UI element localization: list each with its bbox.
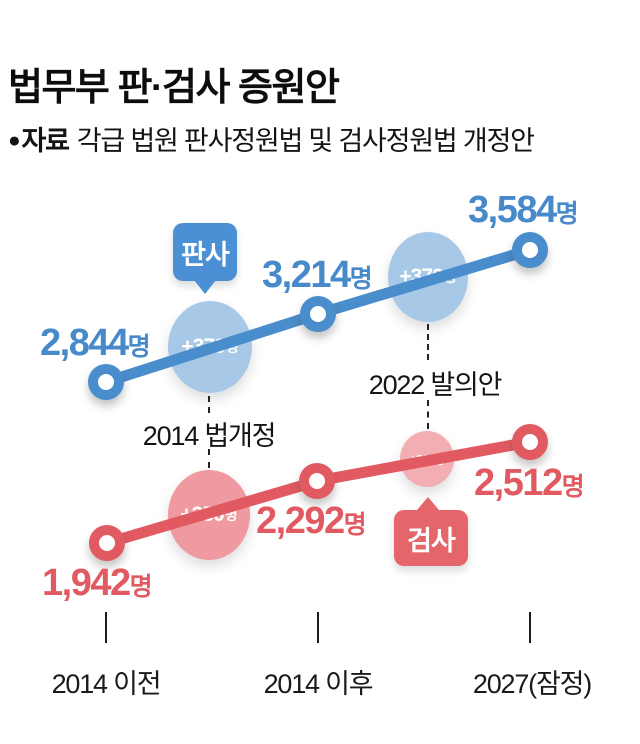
judge-point-2 — [300, 296, 336, 332]
axis-label-2027: 2027(잠정) — [472, 669, 592, 699]
source-label: 자료 — [21, 126, 69, 156]
judge-point-1 — [88, 364, 124, 400]
prosecutor-value-3-unit: 명 — [561, 473, 585, 501]
judge-value-1-unit: 명 — [127, 333, 151, 361]
axis-tick-1 — [105, 612, 107, 643]
judge-value-2-unit: 명 — [349, 265, 373, 293]
judge-value-3: 3,584 — [468, 189, 557, 231]
axis-label-before-2014: 2014 이전 — [51, 669, 162, 699]
prosecutor-value-label-3: 2,512명 — [474, 462, 585, 504]
prosecutor-point-3 — [512, 424, 548, 460]
prosecutor-value-label-2: 2,292명 — [256, 500, 367, 542]
dashed-connector-2b — [427, 400, 429, 429]
prosecutor-value-2: 2,292 — [256, 500, 345, 542]
annotation-2014: 2014 법개정 — [142, 421, 277, 451]
prosecutor-value-3: 2,512 — [474, 462, 563, 504]
prosecutor-value-1: 1,942 — [42, 562, 131, 604]
source-note: ●자료 각급 법원 판사정원법 및 검사정원법 개정안 — [8, 119, 535, 158]
prosecutor-point-2 — [299, 463, 335, 499]
page-title: 법무부 판·검사 증원안 — [8, 67, 340, 109]
source-bullet-icon: ● — [8, 129, 21, 152]
axis-tick-2 — [317, 612, 319, 643]
judge-value-label-3: 3,584명 — [468, 189, 579, 231]
prosecutor-value-1-unit: 명 — [129, 573, 153, 601]
judge-series-tag: 판사 — [173, 223, 237, 281]
prosecutor-point-1 — [89, 525, 125, 561]
judge-value-1: 2,844 — [40, 322, 129, 364]
judge-point-3 — [512, 232, 548, 268]
dashed-connector-1b — [208, 449, 210, 468]
judge-value-2: 3,214 — [262, 254, 351, 296]
judge-value-label-1: 2,844명 — [40, 322, 151, 364]
judge-tag-pointer-icon — [194, 280, 216, 294]
prosecutor-value-label-1: 1,942명 — [42, 562, 153, 604]
axis-tick-3 — [529, 612, 531, 643]
prosecutor-tag-pointer-icon — [417, 497, 439, 510]
axis-label-after-2014: 2014 이후 — [263, 669, 374, 699]
annotation-2022: 2022 발의안 — [368, 370, 503, 400]
judge-value-label-2: 3,214명 — [262, 254, 373, 296]
prosecutor-series-tag: 검사 — [394, 510, 468, 566]
prosecutor-value-2-unit: 명 — [343, 511, 367, 539]
dashed-connector-2a — [427, 324, 429, 360]
judge-value-3-unit: 명 — [555, 200, 579, 228]
source-text: 각급 법원 판사정원법 및 검사정원법 개정안 — [76, 126, 535, 156]
dashed-connector-1a — [208, 396, 210, 413]
